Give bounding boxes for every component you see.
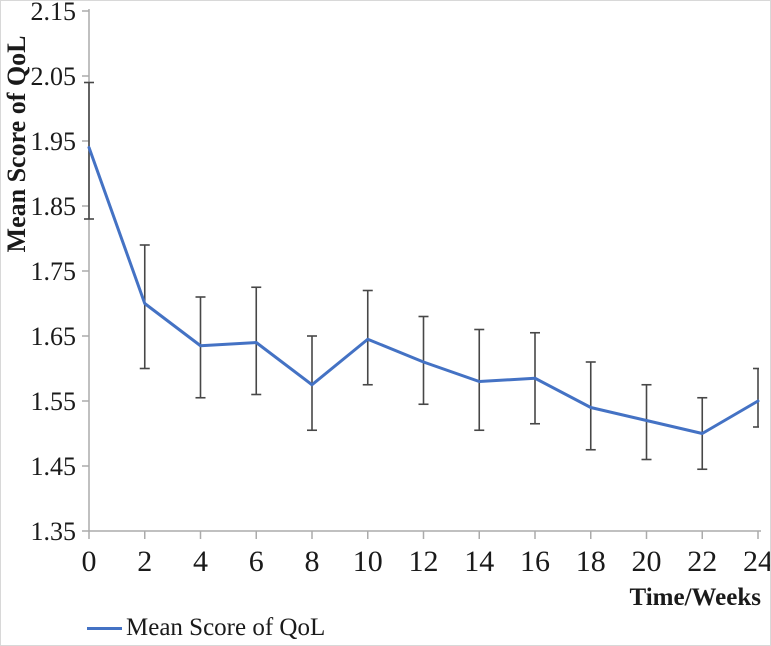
y-tick-label: 1.85: [31, 192, 77, 221]
x-tick-label: 2: [137, 545, 152, 578]
x-tick-label: 8: [305, 545, 320, 578]
y-tick-label: 1.45: [31, 452, 77, 481]
legend-line-icon: [87, 626, 122, 630]
x-tick-label: 24: [743, 545, 771, 578]
legend: Mean Score of QoL: [87, 614, 325, 642]
data-line-mean-score: [87, 146, 760, 435]
y-axis-title: Mean Score of QoL: [2, 35, 31, 253]
x-tick-label: 6: [249, 545, 264, 578]
x-tick-label: 14: [464, 545, 494, 578]
x-tick-label: 22: [687, 545, 717, 578]
x-tick-label: 0: [82, 545, 97, 578]
x-tick-label: 16: [520, 545, 550, 578]
x-tick-label: 20: [632, 545, 662, 578]
x-tick-label: 4: [193, 545, 208, 578]
x-tick-label: 18: [576, 545, 606, 578]
x-axis-title: Time/Weeks: [629, 584, 761, 611]
y-tick-label: 2.15: [31, 1, 77, 26]
y-tick-label: 1.55: [31, 387, 77, 416]
legend-label: Mean Score of QoL: [126, 614, 326, 641]
y-tick-label: 1.95: [31, 127, 77, 156]
y-tick-label: 1.35: [31, 517, 77, 546]
y-tick-label: 1.75: [31, 257, 77, 286]
y-tick-label: 1.65: [31, 322, 77, 351]
y-tick-label: 2.05: [31, 62, 77, 91]
x-tick-label: 10: [353, 545, 383, 578]
x-tick-label: 12: [409, 545, 439, 578]
